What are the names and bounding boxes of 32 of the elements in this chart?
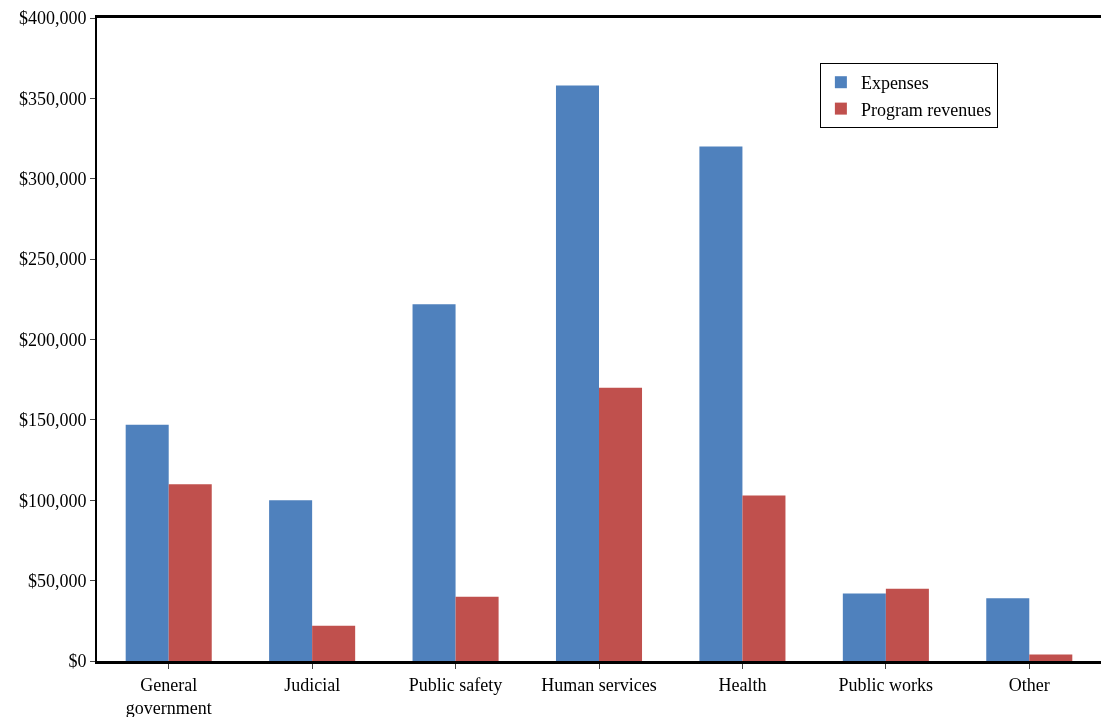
x-tick-label: Other — [1008, 674, 1050, 695]
legend-label: Expenses — [860, 73, 929, 94]
bar — [885, 588, 929, 661]
bar — [312, 625, 356, 661]
bar — [168, 484, 212, 661]
y-tick-label: $200,000 — [18, 329, 87, 350]
bar — [269, 500, 313, 661]
y-tick-label: $0 — [68, 651, 87, 672]
bar — [412, 304, 456, 661]
x-tick-label: Health — [718, 674, 767, 695]
y-tick-label: $250,000 — [18, 249, 87, 270]
y-tick-label: $150,000 — [18, 410, 87, 431]
bar — [699, 146, 743, 661]
bar — [125, 424, 169, 661]
x-tick-label: Judicial — [284, 674, 341, 695]
bar — [599, 387, 643, 661]
y-tick-label: $350,000 — [18, 88, 87, 109]
y-tick-label: $100,000 — [18, 490, 87, 511]
y-tick-label: $300,000 — [18, 169, 87, 190]
bar — [742, 495, 786, 661]
x-tick-label: General government — [125, 674, 212, 717]
x-tick-label: Public safety — [408, 674, 503, 695]
x-tick-label: Public works — [838, 674, 934, 695]
bar — [555, 85, 599, 661]
bar — [1029, 654, 1073, 661]
x-tick-label: Human services — [541, 674, 657, 695]
legend-label: Program revenues — [860, 99, 992, 120]
bar — [455, 596, 499, 661]
bar — [986, 598, 1030, 661]
y-tick-label: $50,000 — [27, 570, 87, 591]
bar — [842, 593, 886, 661]
y-tick-label: $400,000 — [18, 8, 87, 29]
